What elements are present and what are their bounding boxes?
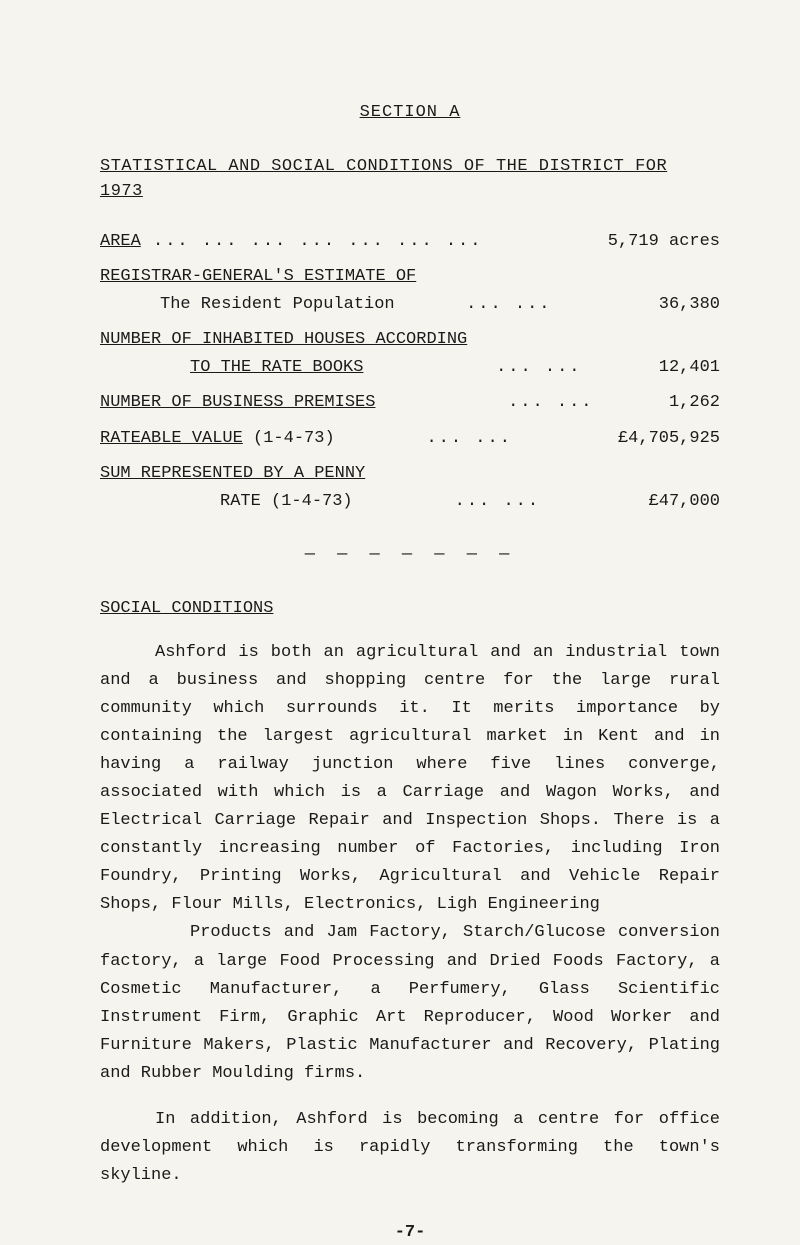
para-1b: Products and Jam Factory, Starch/Glucose…	[100, 919, 720, 1087]
business-dots: ... ...	[508, 393, 593, 412]
main-title: STATISTICAL AND SOCIAL CONDITIONS OF THE…	[100, 154, 720, 205]
resident-pop-value: 36,380	[659, 292, 720, 318]
inhabited-value: 12,401	[659, 355, 720, 381]
business-value: 1,262	[659, 390, 720, 416]
inhabited-dots: ... ...	[496, 358, 581, 377]
rateable-value: £4,705,925	[618, 426, 720, 452]
sum-penny-label1: SUM REPRESENTED BY A PENNY	[100, 464, 365, 483]
para-2: In addition, Ashford is becoming a centr…	[100, 1106, 720, 1190]
area-value: 5,719 acres	[608, 229, 720, 255]
sum-penny-row: RATE (1-4-73) ... ... £47,000	[100, 489, 720, 515]
rateable-label: RATEABLE VALUE	[100, 429, 243, 448]
para-1: Ashford is both an agricultural and an i…	[100, 639, 720, 919]
social-heading: SOCIAL CONDITIONS	[100, 596, 720, 622]
resident-pop-row: The Resident Population ... ... 36,380	[100, 292, 720, 318]
sum-penny-value: £47,000	[649, 489, 720, 515]
business-row: NUMBER OF BUSINESS PREMISES ... ... 1,26…	[100, 390, 720, 416]
rateable-paren: (1-4-73)	[243, 429, 335, 448]
sum-penny-label2: RATE (1-4-73)	[220, 492, 353, 511]
area-row: AREA ... ... ... ... ... ... ... 5,719 a…	[100, 229, 720, 255]
rateable-dots: ... ...	[426, 429, 511, 448]
registrar-label: REGISTRAR-GENERAL'S ESTIMATE OF	[100, 267, 416, 286]
inhabited-label1: NUMBER OF INHABITED HOUSES ACCORDING	[100, 330, 467, 349]
divider: — — — — — — —	[100, 542, 720, 568]
area-label: AREA	[100, 232, 141, 251]
inhabited-label2: TO THE RATE BOOKS	[190, 358, 363, 377]
resident-pop-dots: ... ...	[466, 295, 551, 314]
resident-pop-label: The Resident Population	[160, 295, 395, 314]
sum-penny-dots: ... ...	[455, 492, 540, 511]
section-heading: SECTION A	[100, 100, 720, 126]
area-dots: ... ... ... ... ... ... ...	[141, 232, 483, 251]
rateable-row: RATEABLE VALUE (1-4-73) ... ... £4,705,9…	[100, 426, 720, 452]
inhabited-row: TO THE RATE BOOKS ... ... 12,401	[100, 355, 720, 381]
page-number: -7-	[100, 1220, 720, 1245]
business-label: NUMBER OF BUSINESS PREMISES	[100, 393, 375, 412]
